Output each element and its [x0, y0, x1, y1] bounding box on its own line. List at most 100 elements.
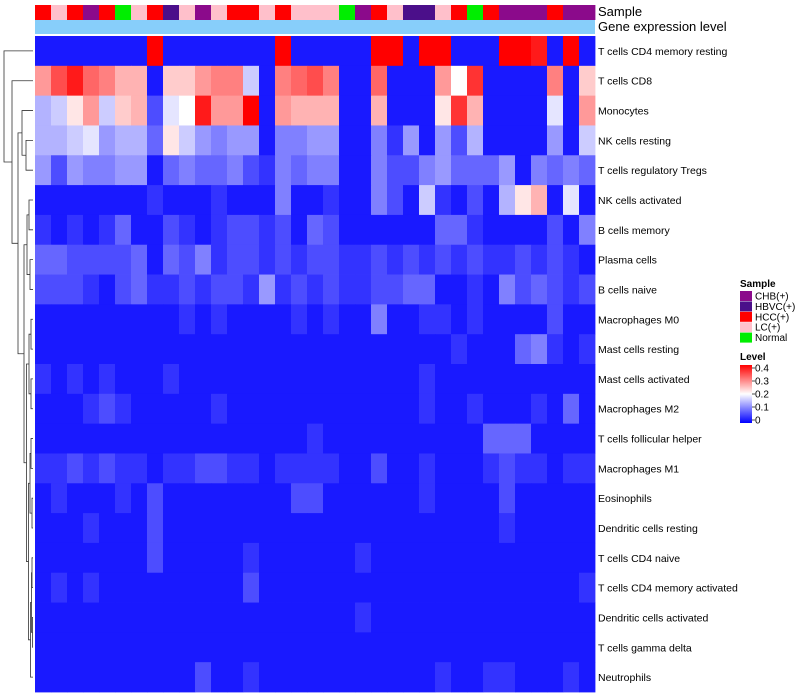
heatmap-cell	[307, 483, 324, 514]
heatmap-cell	[563, 155, 580, 186]
heatmap-cell	[67, 572, 84, 603]
heatmap-cell	[211, 36, 228, 67]
sample-annotation-cell	[259, 5, 276, 20]
heatmap-cell	[515, 155, 532, 186]
heatmap-cell	[451, 214, 468, 246]
heatmap-cell	[499, 244, 516, 275]
heatmap-cell	[371, 95, 388, 126]
heatmap-cell	[355, 393, 372, 425]
sample-legend: Sample CHB(+)HBVC(+)HCC(+)LC(+)Normal	[740, 279, 795, 344]
sample-annotation-cell	[371, 5, 388, 20]
heatmap-cell	[355, 483, 372, 514]
heatmap-cell	[131, 364, 148, 395]
heatmap-cell	[451, 304, 468, 335]
heatmap-cell	[211, 423, 228, 454]
heatmap-cell	[467, 36, 484, 67]
heatmap-cell	[211, 95, 228, 126]
heatmap-cell	[83, 36, 100, 67]
sample-annotation-cell	[227, 5, 244, 20]
heatmap-cell	[99, 334, 116, 365]
heatmap-cell	[227, 274, 244, 305]
heatmap-cell	[115, 513, 132, 544]
heatmap-cell	[99, 542, 116, 574]
heatmap-cell	[579, 125, 596, 156]
heatmap-cell	[227, 244, 244, 275]
sample-annotation-cell	[115, 5, 132, 20]
heatmap-cell	[195, 185, 212, 216]
heatmap-cell	[83, 65, 100, 97]
dendrogram-branch	[3, 50, 33, 163]
heatmap-cell	[291, 364, 308, 395]
heatmap-cell	[547, 214, 564, 246]
heatmap-cell	[355, 572, 372, 603]
sample-annotation-cell	[435, 5, 452, 20]
heatmap-cell	[355, 185, 372, 216]
heatmap-cell	[403, 602, 420, 633]
heatmap-cell	[179, 423, 196, 454]
heatmap-cell	[355, 453, 372, 484]
heatmap-cell	[355, 542, 372, 574]
heatmap-cell	[195, 334, 212, 365]
heatmap-cell	[355, 155, 372, 186]
heatmap-cell	[307, 423, 324, 454]
heatmap-cell	[291, 334, 308, 365]
heatmap-cell	[227, 125, 244, 156]
heatmap-cell	[547, 423, 564, 454]
heatmap-cell	[131, 36, 148, 67]
heatmap-cell	[163, 125, 180, 156]
heatmap-cell	[99, 662, 116, 693]
heatmap-cell	[179, 214, 196, 246]
heatmap-cell	[515, 334, 532, 365]
heatmap-cell	[99, 155, 116, 186]
heatmap-cell	[483, 542, 500, 574]
heatmap-cell	[67, 513, 84, 544]
heatmap-cell	[163, 513, 180, 544]
heatmap-cell	[355, 334, 372, 365]
heatmap-cell	[387, 65, 404, 97]
dendrogram-branch	[11, 80, 33, 244]
heatmap-cell	[307, 185, 324, 216]
row-label: Macrophages M2	[598, 404, 679, 416]
heatmap-cell	[35, 125, 52, 156]
annotation-track-label: Sample	[598, 4, 642, 19]
row-label: NK cells activated	[598, 195, 682, 207]
heatmap-cell	[419, 364, 436, 395]
sample-annotation-cell	[403, 5, 420, 20]
heatmap-cell	[323, 393, 340, 425]
heatmap-cell	[563, 513, 580, 544]
heatmap-cell	[515, 274, 532, 305]
heatmap-cell	[483, 125, 500, 156]
heatmap-cell	[579, 155, 596, 186]
row-label: NK cells resting	[598, 135, 671, 147]
heatmap-cell	[243, 483, 260, 514]
heatmap-cell	[435, 36, 452, 67]
heatmap-cell	[243, 423, 260, 454]
heatmap-cell	[387, 185, 404, 216]
sample-legend-label: HBVC(+)	[755, 302, 795, 313]
heatmap-cell	[563, 542, 580, 574]
heatmap-cell	[547, 602, 564, 633]
heatmap-cell	[291, 602, 308, 633]
heatmap-cell	[547, 334, 564, 365]
sample-annotation-cell	[179, 5, 196, 20]
heatmap-cell	[339, 542, 356, 574]
heatmap-cell	[243, 155, 260, 186]
heatmap-cell	[515, 662, 532, 693]
heatmap-cell	[451, 65, 468, 97]
heatmap-cell	[515, 542, 532, 574]
heatmap-cell	[179, 304, 196, 335]
heatmap-cell	[243, 453, 260, 484]
heatmap-cell	[451, 125, 468, 156]
heatmap-cell	[83, 244, 100, 275]
heatmap-cell	[499, 393, 516, 425]
heatmap-cell	[531, 244, 548, 275]
heatmap-cell	[419, 36, 436, 67]
heatmap-cell	[83, 423, 100, 454]
heatmap-cell	[515, 125, 532, 156]
heatmap-cell	[307, 125, 324, 156]
heatmap-cell	[163, 572, 180, 603]
heatmap-cell	[179, 632, 196, 663]
heatmap-cell	[67, 274, 84, 305]
heatmap-cell	[67, 214, 84, 246]
heatmap-cell	[275, 65, 292, 97]
